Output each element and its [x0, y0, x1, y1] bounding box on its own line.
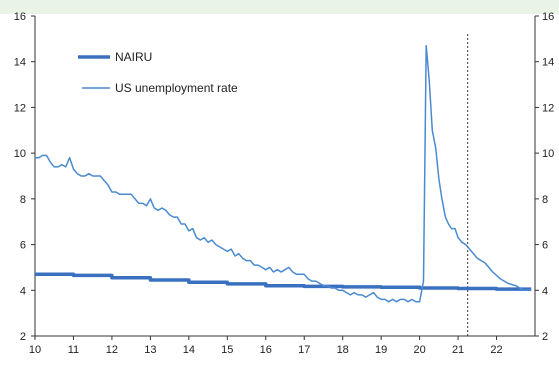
y-tick-label-left: 8 [20, 194, 26, 206]
y-tick-label-right: 12 [542, 102, 554, 114]
x-tick-label: 22 [490, 344, 502, 356]
y-tick-label-left: 6 [20, 240, 26, 252]
x-tick-label: 18 [337, 344, 349, 356]
y-tick-label-right: 14 [542, 57, 554, 69]
x-tick-label: 21 [452, 344, 464, 356]
y-tick-label-right: 4 [542, 285, 548, 297]
legend-label-us-unemployment: US unemployment rate [115, 81, 238, 95]
y-tick-label-right: 8 [542, 194, 548, 206]
y-tick-label-left: 12 [14, 102, 26, 114]
top-band [0, 0, 559, 14]
x-tick-label: 13 [144, 344, 156, 356]
y-tick-label-left: 10 [14, 148, 26, 160]
y-tick-label-left: 2 [20, 331, 26, 343]
x-tick-label: 15 [221, 344, 233, 356]
series-line-nairu [35, 272, 532, 291]
x-tick-label: 12 [106, 344, 118, 356]
legend: NAIRU US unemployment rate [78, 50, 238, 95]
y-tick-label-left: 4 [20, 285, 26, 297]
axes [31, 15, 539, 340]
y-tick-label-right: 10 [542, 148, 554, 160]
x-tick-label: 17 [298, 344, 310, 356]
y-tick-label-right: 6 [542, 240, 548, 252]
x-tick-label: 14 [183, 344, 195, 356]
y-tick-label-right: 16 [542, 11, 554, 23]
y-tick-label-left: 14 [14, 57, 26, 69]
x-tick-label: 11 [68, 344, 79, 356]
y-tick-label-left: 16 [14, 11, 26, 23]
x-tick-label: 19 [375, 344, 387, 356]
y-tick-label-right: 2 [542, 331, 548, 343]
legend-label-nairu: NAIRU [115, 50, 152, 64]
series-line-us-unemployment [35, 44, 532, 303]
tick-labels: 10 11 12 13 14 15 16 17 18 19 20 21 2224681012141624… [14, 11, 555, 356]
x-tick-label: 20 [413, 344, 425, 356]
x-tick-label: 10 [29, 344, 41, 356]
series-lines [35, 44, 532, 303]
x-tick-label: 16 [260, 344, 272, 356]
